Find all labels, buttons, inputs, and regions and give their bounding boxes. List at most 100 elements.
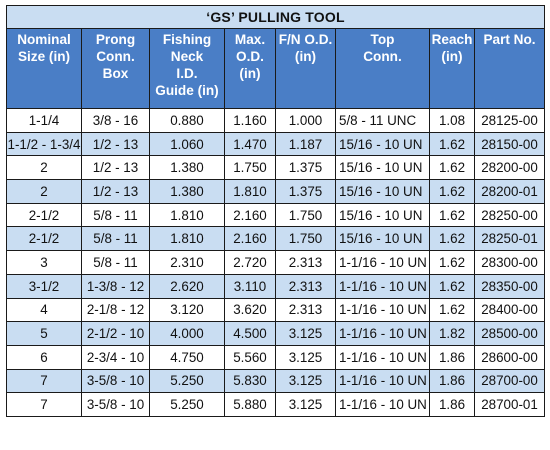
cell-fn-od: 1.750 bbox=[275, 202, 336, 228]
cell-nominal-size: 1-1/2 - 1-3/4 bbox=[6, 131, 82, 157]
cell-top-conn: 15/16 - 10 UN bbox=[335, 131, 430, 157]
cell-fishing-neck-id: 3.120 bbox=[149, 297, 225, 323]
cell-prong-conn-box: 5/8 - 11 bbox=[81, 202, 150, 228]
cell-fishing-neck-id: 1.380 bbox=[149, 155, 225, 181]
cell-part-no: 28150-00 bbox=[474, 131, 545, 157]
header-reach-line: Reach bbox=[431, 32, 473, 47]
gs-pulling-tool-table: ‘GS’ PULLING TOOL Nominal Size (in) Prong C… bbox=[6, 5, 545, 417]
header-fishing-neck-id-line: Neck bbox=[170, 49, 204, 64]
cell-part-no: 28250-01 bbox=[474, 226, 545, 252]
table-row: 2 1/2 - 13 1.380 1.750 1.375 15/16 - 10 UN 1.6… bbox=[6, 155, 545, 181]
cell-part-no: 28500-00 bbox=[474, 321, 545, 346]
cell-top-conn: 5/8 - 11 UNC bbox=[335, 108, 430, 133]
table-title: ‘GS’ PULLING TOOL bbox=[6, 5, 545, 29]
header-prong-conn-box-line: Conn. bbox=[96, 49, 135, 64]
cell-fn-od: 3.125 bbox=[275, 392, 336, 417]
cell-reach: 1.62 bbox=[429, 131, 475, 157]
table-row: 6 2-3/4 - 10 4.750 5.560 3.125 1-1/16 - 10 UN… bbox=[6, 344, 545, 370]
cell-top-conn: 1-1/16 - 10 UN bbox=[335, 368, 430, 394]
cell-fishing-neck-id: 1.810 bbox=[149, 202, 225, 228]
cell-part-no: 28200-01 bbox=[474, 179, 545, 204]
header-max-od-line: O.D. bbox=[236, 49, 264, 64]
header-top-conn-line: Conn. bbox=[363, 49, 402, 64]
table-row: 2-1/2 5/8 - 11 1.810 2.160 1.750 15/16 - 10 U… bbox=[6, 202, 545, 228]
cell-top-conn: 15/16 - 10 UN bbox=[335, 226, 430, 252]
cell-nominal-size: 1-1/4 bbox=[6, 108, 82, 133]
column-header-row: Nominal Size (in) Prong Conn. Box Fishing Neck… bbox=[6, 28, 545, 109]
table-row: 4 2-1/8 - 12 3.120 3.620 2.313 1-1/16 - 10 UN… bbox=[6, 297, 545, 323]
cell-prong-conn-box: 1/2 - 13 bbox=[81, 179, 150, 204]
cell-max-od: 1.810 bbox=[224, 179, 276, 204]
cell-nominal-size: 3-1/2 bbox=[6, 273, 82, 299]
header-fn-od: F/N O.D. (in) bbox=[275, 28, 336, 109]
cell-fn-od: 3.125 bbox=[275, 321, 336, 346]
cell-fn-od: 1.000 bbox=[275, 108, 336, 133]
cell-part-no: 28400-00 bbox=[474, 297, 545, 323]
cell-part-no: 28700-00 bbox=[474, 368, 545, 394]
header-top-conn-line: Top bbox=[370, 32, 395, 47]
cell-reach: 1.62 bbox=[429, 202, 475, 228]
header-nominal-size-line: Nominal bbox=[17, 32, 71, 47]
cell-nominal-size: 2 bbox=[6, 179, 82, 204]
cell-reach: 1.62 bbox=[429, 226, 475, 252]
cell-part-no: 28125-00 bbox=[474, 108, 545, 133]
header-nominal-size: Nominal Size (in) bbox=[6, 28, 82, 109]
cell-part-no: 28350-00 bbox=[474, 273, 545, 299]
cell-max-od: 1.160 bbox=[224, 108, 276, 133]
cell-prong-conn-box: 1/2 - 13 bbox=[81, 155, 150, 181]
cell-reach: 1.62 bbox=[429, 155, 475, 181]
cell-fn-od: 1.187 bbox=[275, 131, 336, 157]
cell-prong-conn-box: 1/2 - 13 bbox=[81, 131, 150, 157]
cell-fishing-neck-id: 0.880 bbox=[149, 108, 225, 133]
cell-nominal-size: 7 bbox=[6, 368, 82, 394]
cell-top-conn: 1-1/16 - 10 UN bbox=[335, 250, 430, 275]
cell-nominal-size: 4 bbox=[6, 297, 82, 323]
cell-part-no: 28250-00 bbox=[474, 202, 545, 228]
cell-max-od: 2.160 bbox=[224, 202, 276, 228]
cell-fishing-neck-id: 2.310 bbox=[149, 250, 225, 275]
table-row: 1-1/2 - 1-3/4 1/2 - 13 1.060 1.470 1.187 15/1… bbox=[6, 131, 545, 157]
header-top-conn: Top Conn. bbox=[335, 28, 430, 109]
table-row: 5 2-1/2 - 10 4.000 4.500 3.125 1-1/16 - 10 UN… bbox=[6, 321, 545, 346]
cell-prong-conn-box: 5/8 - 11 bbox=[81, 226, 150, 252]
cell-fn-od: 1.375 bbox=[275, 155, 336, 181]
cell-top-conn: 15/16 - 10 UN bbox=[335, 155, 430, 181]
header-reach: Reach (in) bbox=[429, 28, 475, 109]
cell-top-conn: 1-1/16 - 10 UN bbox=[335, 392, 430, 417]
cell-max-od: 5.830 bbox=[224, 368, 276, 394]
cell-top-conn: 1-1/16 - 10 UN bbox=[335, 297, 430, 323]
cell-nominal-size: 7 bbox=[6, 392, 82, 417]
cell-prong-conn-box: 5/8 - 11 bbox=[81, 250, 150, 275]
cell-prong-conn-box: 3-5/8 - 10 bbox=[81, 368, 150, 394]
cell-fn-od: 1.375 bbox=[275, 179, 336, 204]
cell-reach: 1.08 bbox=[429, 108, 475, 133]
cell-nominal-size: 2 bbox=[6, 155, 82, 181]
cell-prong-conn-box: 2-1/2 - 10 bbox=[81, 321, 150, 346]
header-fishing-neck-id: Fishing Neck I.D. Guide (in) bbox=[149, 28, 225, 109]
cell-prong-conn-box: 2-3/4 - 10 bbox=[81, 344, 150, 370]
cell-top-conn: 1-1/16 - 10 UN bbox=[335, 321, 430, 346]
cell-reach: 1.62 bbox=[429, 273, 475, 299]
cell-fn-od: 3.125 bbox=[275, 368, 336, 394]
header-reach-line: (in) bbox=[441, 49, 463, 64]
cell-fishing-neck-id: 1.810 bbox=[149, 226, 225, 252]
cell-max-od: 3.110 bbox=[224, 273, 276, 299]
cell-fishing-neck-id: 1.380 bbox=[149, 179, 225, 204]
cell-nominal-size: 2-1/2 bbox=[6, 226, 82, 252]
cell-fishing-neck-id: 5.250 bbox=[149, 392, 225, 417]
cell-nominal-size: 2-1/2 bbox=[6, 202, 82, 228]
cell-prong-conn-box: 2-1/8 - 12 bbox=[81, 297, 150, 323]
cell-max-od: 2.720 bbox=[224, 250, 276, 275]
cell-nominal-size: 5 bbox=[6, 321, 82, 346]
cell-max-od: 5.880 bbox=[224, 392, 276, 417]
cell-top-conn: 15/16 - 10 UN bbox=[335, 202, 430, 228]
header-max-od-line: Max. bbox=[234, 32, 266, 47]
table-row: 7 3-5/8 - 10 5.250 5.830 3.125 1-1/16 - 10 UN… bbox=[6, 368, 545, 394]
table-row: 3 5/8 - 11 2.310 2.720 2.313 1-1/16 - 10 UN 1.… bbox=[6, 250, 545, 275]
header-fn-od-line: (in) bbox=[294, 49, 317, 64]
cell-reach: 1.82 bbox=[429, 321, 475, 346]
cell-top-conn: 1-1/16 - 10 UN bbox=[335, 273, 430, 299]
cell-reach: 1.86 bbox=[429, 392, 475, 417]
table-body: 1-1/4 3/8 - 16 0.880 1.160 1.000 5/8 - 11 UNC… bbox=[6, 108, 545, 417]
table-row: 3-1/2 1-3/8 - 12 2.620 3.110 2.313 1-1/16 - 1… bbox=[6, 273, 545, 299]
